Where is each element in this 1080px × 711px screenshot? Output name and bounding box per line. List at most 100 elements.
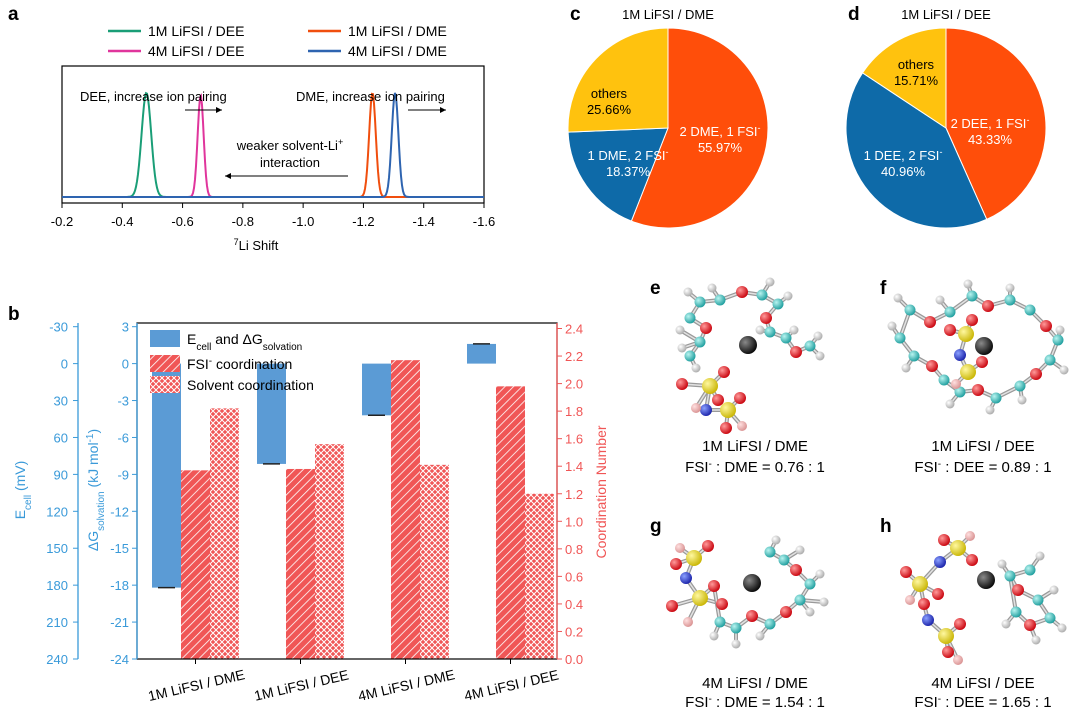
sulfur-atom (938, 628, 954, 644)
hydrogen-atom (887, 321, 897, 331)
nmr-spectra (62, 91, 484, 198)
hydrogen-atom (1001, 619, 1011, 629)
bar-fsi-coordination (391, 360, 420, 659)
bar-fsi-coordination (181, 470, 210, 659)
structure-e-title: 1M LiFSI / DME (702, 438, 808, 455)
bar-ecell-dg (257, 363, 286, 464)
fluorine-atom (965, 531, 975, 541)
dg-tick-label: 3 (122, 320, 129, 335)
carbon-atom (804, 578, 816, 590)
carbon-atom (894, 332, 906, 344)
pie-slice-label-sup: - (939, 147, 942, 157)
fluorine-atom (953, 655, 963, 665)
hydrogen-atom (1059, 365, 1069, 375)
coordination-axis-label: Coordination Number (593, 425, 609, 558)
coordination-tick-label: 2.0 (565, 377, 583, 392)
hydrogen-atom (755, 631, 765, 641)
carbon-atom (684, 312, 696, 324)
bar-category-label: 1M LiFSI / DEE (253, 666, 351, 703)
panel-label-h: h (880, 516, 892, 537)
hydrogen-atom (997, 559, 1007, 569)
oxygen-atom (780, 606, 792, 618)
weaker-arrow-head (225, 173, 231, 179)
legend-entry: 1M LiFSI / DME (348, 23, 447, 39)
carbon-atom (966, 290, 978, 302)
lithium-atom (743, 574, 761, 592)
hydrogen-atom (765, 277, 775, 287)
carbon-atom (714, 616, 726, 628)
carbon-atom (1014, 380, 1026, 392)
hydrogen-atom (731, 639, 741, 649)
nmr-legend: 1M LiFSI / DEE 1M LiFSI / DME 4M LiFSI / D… (108, 23, 447, 59)
oxygen-atom (712, 394, 724, 406)
pie-slice (630, 27, 769, 229)
bar-solvent-coordination (315, 444, 344, 659)
coordination-tick-label: 1.0 (565, 514, 583, 529)
dg-tick-label: -21 (110, 615, 129, 630)
panel-label-d: d (848, 4, 860, 25)
hydrogen-atom (1005, 283, 1015, 293)
coordination-tick-label: 1.6 (565, 432, 583, 447)
carbon-atom (1004, 570, 1016, 582)
hydrogen-atom (813, 331, 823, 341)
carbon-atom (714, 294, 726, 306)
hydrogen-atom (1057, 623, 1067, 633)
hydrogen-atom (945, 399, 955, 409)
oxygen-atom (736, 286, 748, 298)
carbon-atom (730, 622, 742, 634)
hydrogen-atom (675, 325, 685, 335)
oxygen-atom (924, 316, 936, 328)
legend-label-hatch: Solvent coordination (187, 377, 314, 393)
panel-label-b: b (8, 304, 20, 325)
pie-slice (567, 27, 669, 133)
nmr-x-axis: -0.2 -0.4 -0.6 -0.8 -1.0 -1.2 -1.4 -1.6 (51, 203, 495, 229)
carbon-atom (764, 326, 776, 338)
molecule-structure-h (900, 531, 1067, 665)
ecell-axis-label: Ecell (mV) (12, 461, 34, 520)
bar-chart: 1M LiFSI / DME 1M LiFSI / DEE 4M LiFSI / D… (146, 343, 560, 704)
structure-g-ratio: FSI- : DME = 1.54 : 1 (685, 694, 825, 711)
oxygen-atom (720, 422, 732, 434)
structure-h-ratio: FSI- : DEE = 1.65 : 1 (914, 694, 1051, 711)
fluorine-atom (683, 617, 693, 627)
hydrogen-atom (783, 291, 793, 301)
nitrogen-atom (954, 349, 966, 361)
legend-label-blue: Ecell and ΔGsolvation (187, 331, 302, 353)
carbon-atom (684, 350, 696, 362)
legend-swatch-blue (150, 330, 180, 347)
coordination-tick-label: 0.6 (565, 569, 583, 584)
pie-slice-label-main: 1 DEE, 2 FSI (864, 148, 940, 163)
carbon-atom (904, 304, 916, 316)
dg-tick-label: -15 (110, 541, 129, 556)
oxygen-atom (972, 384, 984, 396)
carbon-atom (990, 392, 1002, 404)
carbon-atom (1052, 334, 1064, 346)
ecell-tick-label: 120 (46, 504, 68, 519)
sulfur-atom (950, 540, 966, 556)
pie-slice-value: 40.96% (881, 164, 926, 179)
carbon-atom (1024, 304, 1036, 316)
carbon-atom (1044, 612, 1056, 624)
bar-solvent-coordination (420, 464, 449, 659)
pie-slice-label-sup: - (1026, 115, 1029, 125)
ecell-tick-label: 240 (46, 652, 68, 667)
hydrogen-atom (805, 607, 815, 617)
dee-arrow-head (216, 107, 222, 113)
pie-slice-label: 1 DME, 2 FSI- (587, 147, 668, 163)
pie-slice-label-sup: - (666, 147, 669, 157)
carbon-atom (1024, 564, 1036, 576)
nmr-x-tick-label: -0.6 (171, 214, 193, 229)
oxygen-atom (1040, 320, 1052, 332)
oxygen-atom (666, 600, 678, 612)
ecell-tick-label: 180 (46, 578, 68, 593)
pie-slice (861, 27, 947, 129)
oxygen-atom (708, 580, 720, 592)
oxygen-atom (718, 366, 730, 378)
oxygen-atom (926, 360, 938, 372)
hydrogen-atom (935, 295, 945, 305)
nitrogen-atom (680, 572, 692, 584)
panel-label-e: e (650, 278, 661, 299)
fluorine-atom (905, 595, 915, 605)
